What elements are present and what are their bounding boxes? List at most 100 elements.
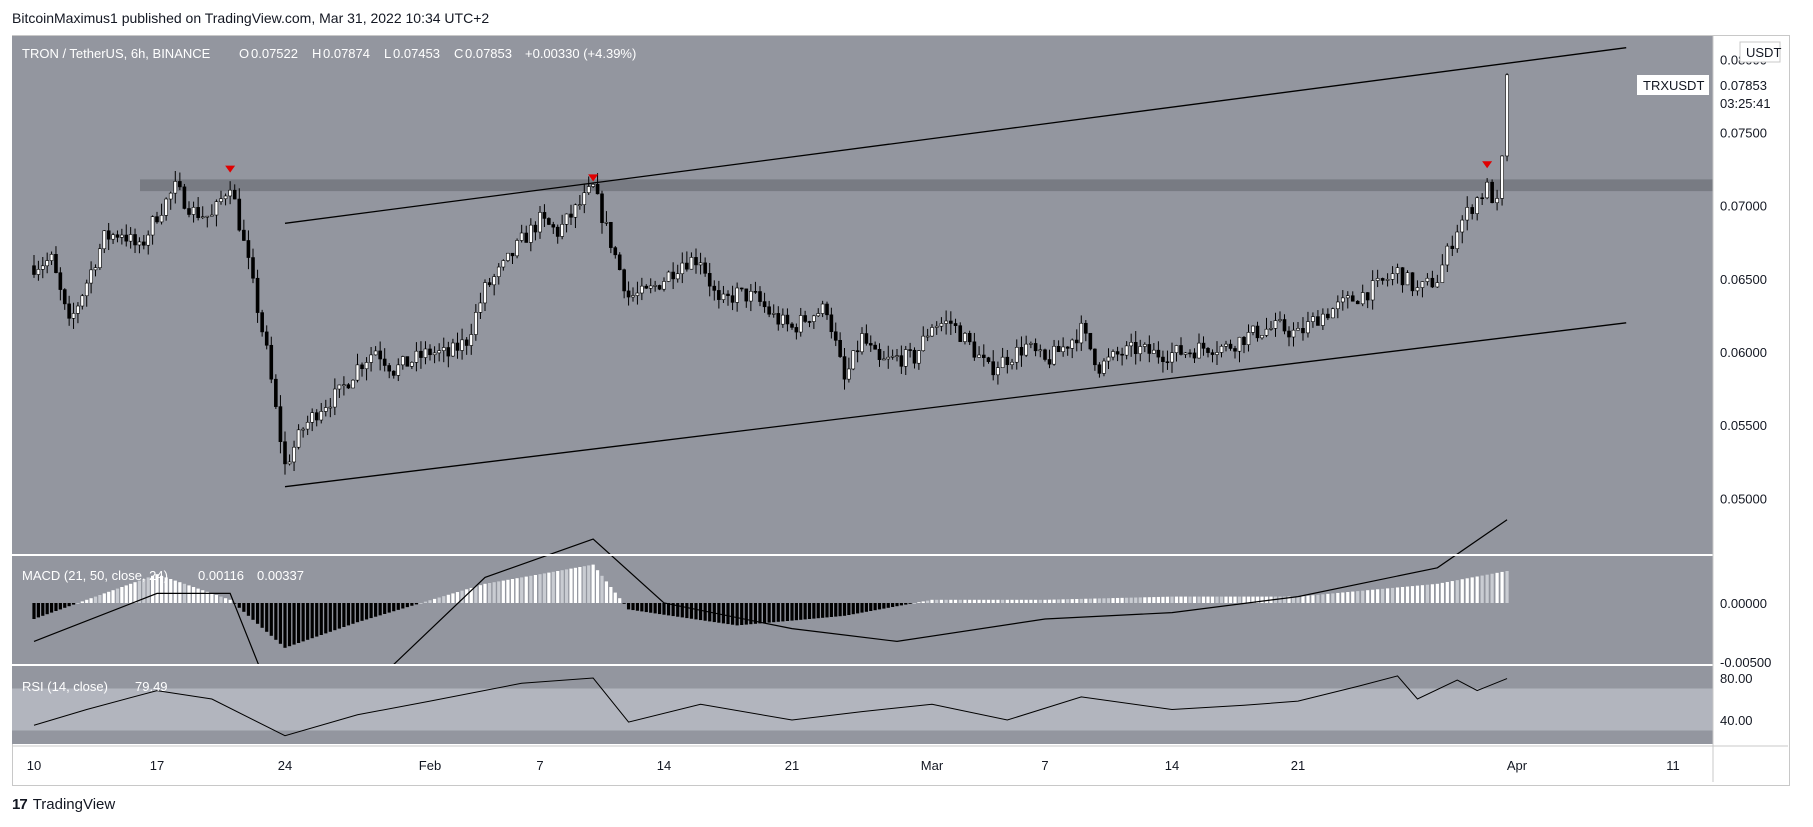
candle-body xyxy=(762,301,767,308)
macd-histogram-bar xyxy=(36,603,40,618)
symbol-tag-text: TRXUSDT xyxy=(1643,78,1704,93)
price-pane-bg xyxy=(12,36,1713,554)
macd-histogram-bar xyxy=(54,603,58,611)
candle-body xyxy=(1500,155,1504,199)
macd-histogram-bar xyxy=(873,603,877,611)
date-tick-label: 7 xyxy=(1041,758,1048,773)
candle-body xyxy=(1321,313,1325,326)
macd-histogram-bar xyxy=(451,593,455,603)
candle-body xyxy=(328,406,333,409)
macd-histogram-bar xyxy=(1500,571,1504,603)
macd-histogram-bar xyxy=(1405,586,1410,603)
rsi-value: 79.49 xyxy=(135,679,168,694)
candle-body xyxy=(32,265,36,275)
macd-histogram-bar xyxy=(785,603,790,621)
macd-histogram-bar xyxy=(49,603,54,613)
macd-histogram-bar xyxy=(1088,598,1092,603)
macd-histogram-bar xyxy=(283,603,287,648)
macd-histogram-bar xyxy=(214,595,219,603)
candle-body xyxy=(899,355,904,367)
candle-body xyxy=(106,230,111,240)
candle-body xyxy=(1282,319,1287,332)
candle-body xyxy=(547,218,551,225)
candle-body xyxy=(524,232,529,243)
currency-badge[interactable]: USDT xyxy=(1739,41,1781,63)
candle-body xyxy=(712,285,717,291)
macd-histogram-bar xyxy=(219,596,223,603)
macd-histogram-bar xyxy=(1152,597,1156,603)
macd-histogram-bar xyxy=(626,603,631,610)
candle-body xyxy=(278,406,283,443)
candle-body xyxy=(977,354,981,358)
date-tick-label: 7 xyxy=(536,758,543,773)
candle-body xyxy=(506,252,510,261)
macd-histogram-bar xyxy=(935,599,939,603)
macd-histogram-bar xyxy=(587,565,591,603)
candle-body xyxy=(1156,349,1161,358)
date-tick-label: Feb xyxy=(419,758,441,773)
footer-brand[interactable]: 17 TradingView xyxy=(12,796,115,813)
macd-histogram-bar xyxy=(573,567,578,603)
macd-histogram-bar xyxy=(98,595,102,603)
last-price-tag: 0.07853 03:25:41 xyxy=(1714,75,1786,113)
macd-histogram-bar xyxy=(899,603,903,606)
candle-body xyxy=(542,212,547,219)
macd-histogram-bar xyxy=(542,573,547,603)
macd-histogram-bar xyxy=(904,603,908,605)
symbol-tag-bg xyxy=(1637,75,1709,95)
publish-caption: BitcoinMaximus1 published on TradingView… xyxy=(12,10,490,26)
macd-histogram-bar xyxy=(1043,599,1047,603)
candle-body xyxy=(1345,295,1350,299)
macd-pane[interactable] xyxy=(12,519,1713,732)
price-pane[interactable] xyxy=(12,36,1713,554)
macd-histogram-bar xyxy=(137,580,142,603)
macd-histogram-bar xyxy=(196,588,200,603)
candle-body xyxy=(1233,348,1237,352)
macd-histogram-bar xyxy=(1106,598,1111,603)
candle-body xyxy=(749,291,753,302)
candle-body xyxy=(689,257,694,270)
macd-histogram-bar xyxy=(1282,596,1287,603)
candle-body xyxy=(739,287,744,290)
macd-histogram-bar xyxy=(618,598,622,603)
candle-body xyxy=(717,290,721,300)
candle-body xyxy=(1161,356,1165,363)
candle-body xyxy=(1455,231,1460,249)
macd-histogram-bar xyxy=(564,569,569,603)
macd-tick-label: 0.00000 xyxy=(1720,596,1767,611)
rsi-legend: RSI (14, close) 79.49 xyxy=(22,679,168,694)
candle-body xyxy=(981,354,986,359)
macd-histogram-bar xyxy=(1390,587,1395,603)
macd-histogram-bar xyxy=(1188,596,1192,603)
candle-body xyxy=(187,208,191,215)
macd-histogram-bar xyxy=(120,587,124,603)
candle-body xyxy=(613,247,618,256)
last-price-tag-bg xyxy=(1714,75,1786,113)
macd-histogram-bar xyxy=(1170,596,1174,603)
macd-histogram-bar xyxy=(640,603,644,612)
macd-histogram-bar xyxy=(1237,596,1242,603)
rsi-pane[interactable] xyxy=(12,666,1713,744)
macd-histogram-bar xyxy=(1490,573,1494,603)
macd-histogram-bar xyxy=(1019,599,1024,603)
candle-body xyxy=(214,201,219,216)
macd-histogram-bar xyxy=(1201,596,1206,603)
candle-body xyxy=(680,262,685,275)
candle-body xyxy=(93,267,98,271)
candle-body xyxy=(1405,272,1410,286)
macd-histogram-bar xyxy=(799,603,803,620)
candle-body xyxy=(378,350,382,360)
candle-body xyxy=(903,349,908,367)
candle-body xyxy=(707,273,712,287)
macd-histogram-bar xyxy=(538,574,542,603)
candle-body xyxy=(551,224,556,228)
channel-upper-line xyxy=(284,47,1627,224)
macd-histogram-bar xyxy=(930,599,934,603)
candle-body xyxy=(1052,345,1056,365)
candle-body xyxy=(287,461,292,465)
candle-body xyxy=(1480,197,1484,200)
candle-body xyxy=(868,343,873,346)
ohlc-low: 0.07453 xyxy=(393,46,440,61)
candle-body xyxy=(36,269,41,275)
